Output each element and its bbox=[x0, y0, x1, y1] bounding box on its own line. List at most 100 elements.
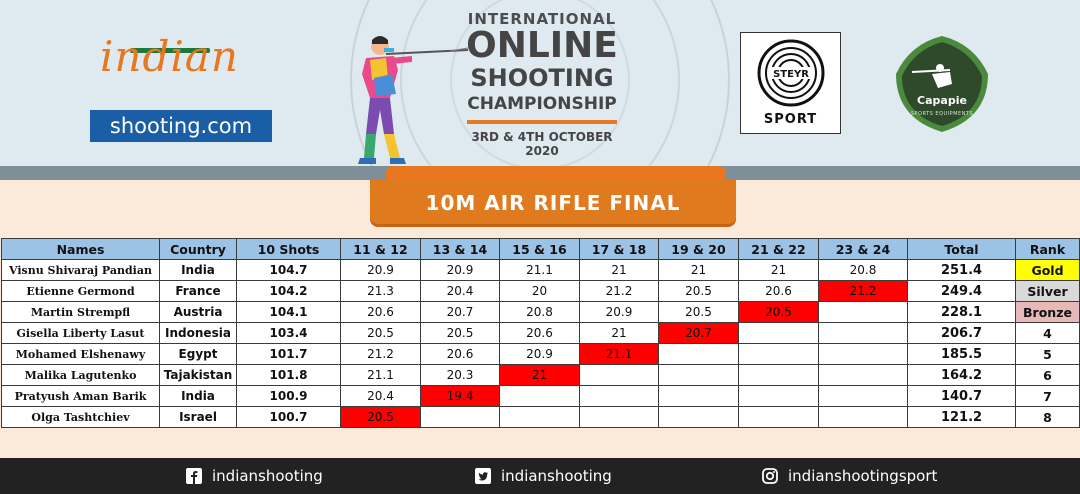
rank-badge: Bronze bbox=[1015, 301, 1080, 323]
series-score-cell: 21.1 bbox=[340, 364, 421, 386]
column-header: 21 & 22 bbox=[738, 238, 819, 260]
rank-badge: 8 bbox=[1015, 406, 1080, 428]
target-ring-decoration bbox=[400, 0, 680, 168]
table-row: Olga Tashtchiev Israel 100.7 20.5 121.2 8 bbox=[1, 406, 1080, 428]
series-score-cell bbox=[738, 385, 819, 407]
title-championship: CHAMPIONSHIP bbox=[467, 94, 617, 114]
series-score-cell: 20.6 bbox=[499, 322, 580, 344]
series-score-cell: 20.6 bbox=[340, 301, 421, 323]
twitter-link[interactable]: indianshooting bbox=[475, 458, 612, 494]
table-row: Martin Strempfl Austria 104.1 20.6 20.7 20.8 2… bbox=[1, 301, 1080, 323]
series-score-cell: 20.8 bbox=[818, 259, 908, 281]
table-row: Mohamed Elshenawy Egypt 101.7 21.2 20.6 20.9 2… bbox=[1, 343, 1080, 365]
table-row: Etienne Germond France 104.2 21.3 20.4 20 21.2… bbox=[1, 280, 1080, 302]
event-dates: 3RD & 4TH OCTOBER 2020 bbox=[471, 130, 613, 158]
series-score-cell bbox=[499, 385, 580, 407]
shooter-illustration-icon bbox=[358, 36, 469, 164]
total-score: 206.7 bbox=[907, 322, 1016, 344]
column-header: Names bbox=[1, 238, 160, 260]
instagram-link[interactable]: indianshootingsport bbox=[762, 458, 937, 494]
series-score-cell bbox=[579, 406, 659, 428]
indianshooting-logo: indian shooting.com bbox=[90, 28, 275, 143]
series-score-cell: 20.5 bbox=[340, 322, 421, 344]
rank-badge: 6 bbox=[1015, 364, 1080, 386]
athlete-country: Tajakistan bbox=[159, 364, 237, 386]
series-score-cell bbox=[420, 406, 500, 428]
capapie-logo: Capapie SPORTS EQUIPMENTS bbox=[892, 34, 992, 134]
series-score-cell: 21.2 bbox=[579, 280, 659, 302]
series-score-cell: 20.5 bbox=[658, 280, 739, 302]
rifle-icon bbox=[130, 48, 210, 53]
facebook-handle: indianshooting bbox=[212, 467, 323, 485]
steyr-sport-logo: STEYR SPORT bbox=[740, 32, 841, 134]
series-score-cell bbox=[818, 322, 908, 344]
series-score-cell: 20.5 bbox=[658, 301, 739, 323]
series-score-cell: 21 bbox=[738, 259, 819, 281]
svg-text:STEYR: STEYR bbox=[773, 69, 809, 80]
athlete-name: Malika Lagutenko bbox=[1, 364, 160, 386]
series-score-cell: 21.2 bbox=[340, 343, 421, 365]
capapie-subtitle: SPORTS EQUIPMENTS bbox=[910, 111, 974, 117]
athlete-country: Indonesia bbox=[159, 322, 237, 344]
header: indian shooting.com INTERNATIONAL ONLINE… bbox=[0, 0, 1080, 168]
series-score-cell bbox=[738, 343, 819, 365]
series-score-cell bbox=[658, 385, 739, 407]
series-score-cell: 20.6 bbox=[420, 343, 500, 365]
series-score-cell bbox=[658, 406, 739, 428]
series-score-cell bbox=[738, 322, 819, 344]
column-header: Country bbox=[159, 238, 237, 260]
twitter-handle: indianshooting bbox=[501, 467, 612, 485]
event-title: 10M AIR RIFLE FINAL bbox=[425, 191, 681, 215]
series-score-cell: 20.9 bbox=[420, 259, 500, 281]
steyr-target-icon: STEYR bbox=[757, 39, 825, 107]
eliminated-score-cell: 21.1 bbox=[579, 343, 659, 365]
series-score-cell bbox=[658, 364, 739, 386]
footer: indianshooting indianshooting indianshoo… bbox=[0, 458, 1080, 494]
eliminated-score-cell: 21 bbox=[499, 364, 580, 386]
athlete-name: Pratyush Aman Barik bbox=[1, 385, 160, 407]
athlete-country: France bbox=[159, 280, 237, 302]
title-international: INTERNATIONAL bbox=[467, 10, 617, 28]
series-score-cell: 21 bbox=[658, 259, 739, 281]
athlete-name: Martin Strempfl bbox=[1, 301, 160, 323]
athlete-name: Mohamed Elshenawy bbox=[1, 343, 160, 365]
column-header: 15 & 16 bbox=[499, 238, 580, 260]
total-score: 249.4 bbox=[907, 280, 1016, 302]
table-row: Gisella Liberty Lasut Indonesia 103.4 20.5 2… bbox=[1, 322, 1080, 344]
athlete-country: India bbox=[159, 385, 237, 407]
athlete-country: Israel bbox=[159, 406, 237, 428]
total-score: 251.4 bbox=[907, 259, 1016, 281]
column-header: 17 & 18 bbox=[579, 238, 659, 260]
series-score-cell bbox=[738, 406, 819, 428]
total-score: 164.2 bbox=[907, 364, 1016, 386]
series-score-cell bbox=[579, 364, 659, 386]
series-score-cell: 21 bbox=[579, 322, 659, 344]
series-score-cell: 21.1 bbox=[499, 259, 580, 281]
athlete-country: Egypt bbox=[159, 343, 237, 365]
series-score-cell bbox=[818, 301, 908, 323]
results-body: Visnu Shivaraj Pandian India 104.7 20.9 20.9… bbox=[1, 259, 1080, 428]
series-score-cell: 20.4 bbox=[420, 280, 500, 302]
eliminated-score-cell: 20.5 bbox=[340, 406, 421, 428]
ten-shots-score: 104.1 bbox=[236, 301, 341, 323]
eliminated-score-cell: 21.2 bbox=[818, 280, 908, 302]
ten-shots-score: 100.7 bbox=[236, 406, 341, 428]
athlete-country: India bbox=[159, 259, 237, 281]
series-score-cell: 20.6 bbox=[738, 280, 819, 302]
series-score-cell bbox=[818, 406, 908, 428]
total-score: 140.7 bbox=[907, 385, 1016, 407]
ten-shots-score: 104.2 bbox=[236, 280, 341, 302]
eliminated-score-cell: 20.5 bbox=[738, 301, 819, 323]
series-score-cell: 20.3 bbox=[420, 364, 500, 386]
series-score-cell: 20.8 bbox=[499, 301, 580, 323]
facebook-link[interactable]: indianshooting bbox=[186, 458, 323, 494]
rank-badge: 5 bbox=[1015, 343, 1080, 365]
steyr-sport-label: SPORT bbox=[763, 112, 818, 127]
table-row: Pratyush Aman Barik India 100.9 20.4 19.4 140… bbox=[1, 385, 1080, 407]
series-score-cell: 20.9 bbox=[340, 259, 421, 281]
series-score-cell: 20.9 bbox=[579, 301, 659, 323]
ten-shots-score: 101.8 bbox=[236, 364, 341, 386]
column-header: 19 & 20 bbox=[658, 238, 739, 260]
series-score-cell: 20.5 bbox=[420, 322, 500, 344]
ten-shots-score: 101.7 bbox=[236, 343, 341, 365]
